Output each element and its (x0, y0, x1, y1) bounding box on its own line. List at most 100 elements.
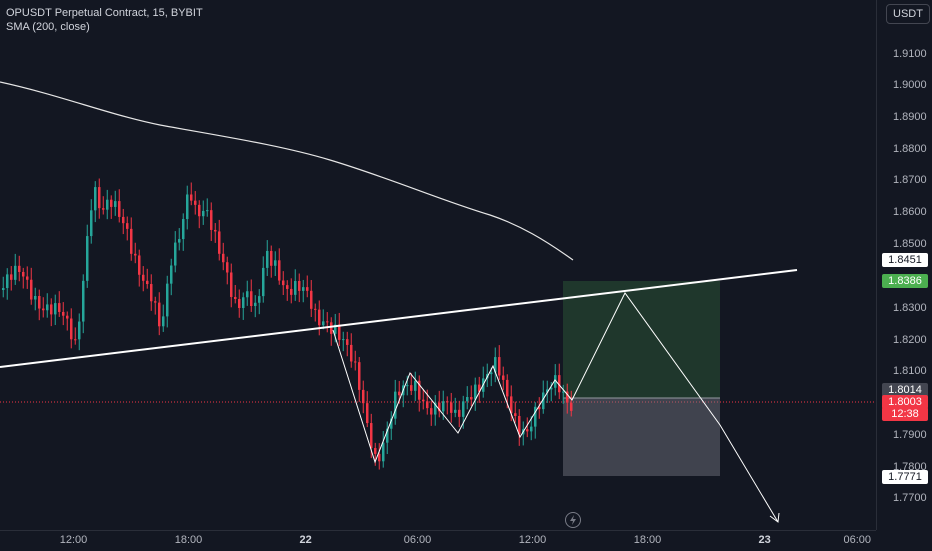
candle-body (322, 321, 325, 326)
chart-legend: OPUSDT Perpetual Contract, 15, BYBIT SMA… (6, 6, 203, 34)
candle-body (22, 271, 25, 277)
price-chart[interactable] (0, 0, 876, 530)
candle-body (538, 406, 541, 410)
candle-body (90, 210, 93, 237)
candle-body (154, 301, 157, 303)
candle-body (386, 428, 389, 443)
candle-body (298, 281, 301, 291)
candle-body (6, 274, 9, 289)
candle-body (426, 401, 429, 409)
target-price-tag: 1.8451 (882, 253, 928, 267)
candle-body (498, 357, 501, 376)
currency-button[interactable]: USDT (886, 4, 930, 24)
candle-body (514, 413, 517, 416)
candle-body (502, 375, 505, 380)
price-tick: 1.7700 (893, 492, 927, 504)
time-tick: 06:00 (403, 534, 432, 546)
candle-body (338, 324, 341, 340)
candle-body (550, 387, 553, 390)
candle-body (330, 322, 333, 334)
candle-body (142, 274, 145, 281)
take-profit-price-tag: 1.8386 (882, 274, 928, 288)
candle-body (554, 375, 557, 388)
bolt-icon[interactable] (565, 512, 581, 528)
candle-body (398, 391, 401, 396)
candle-body (66, 315, 69, 319)
candle-body (370, 423, 373, 449)
candle-body (350, 344, 353, 362)
time-tick: 18:00 (633, 534, 662, 546)
candle-body (570, 402, 573, 411)
sma-line (0, 81, 574, 261)
candle-body (206, 210, 209, 212)
candle-body (234, 296, 237, 299)
price-tick: 1.8200 (893, 334, 927, 346)
candle-body (270, 250, 273, 266)
time-tick: 18:00 (174, 534, 203, 546)
indicator-label[interactable]: SMA (200, close) (6, 21, 90, 33)
candle-body (454, 409, 457, 413)
candle-body (138, 255, 141, 275)
price-axis[interactable]: 1.9100 1.9000 1.8900 1.8800 1.8700 1.8600 1.85… (876, 0, 932, 530)
candle-body (122, 216, 125, 224)
candle-body (278, 260, 281, 281)
price-tick: 1.8700 (893, 174, 927, 186)
candlesticks (2, 178, 573, 470)
candle-body (406, 385, 409, 387)
candle-body (394, 391, 397, 419)
candle-body (214, 229, 217, 232)
candle-body (518, 415, 521, 435)
time-tick: 23 (758, 534, 771, 546)
candle-body (266, 250, 269, 268)
candle-body (274, 260, 277, 266)
pattern-path[interactable] (332, 292, 779, 523)
candle-body (506, 379, 509, 397)
candle-body (566, 391, 569, 403)
price-tick: 1.8300 (893, 302, 927, 314)
candle-body (250, 291, 253, 307)
candle-body (38, 295, 41, 309)
candle-body (218, 231, 221, 254)
price-tick: 1.8100 (893, 365, 927, 377)
chart-area[interactable]: OPUSDT Perpetual Contract, 15, BYBIT SMA… (0, 0, 876, 530)
candle-body (254, 302, 257, 307)
candle-body (106, 199, 109, 210)
candle-body (314, 308, 317, 310)
candle-body (242, 297, 245, 308)
candle-body (170, 265, 173, 284)
candle-body (62, 311, 65, 316)
loss-zone[interactable] (563, 398, 720, 476)
candle-body (146, 280, 149, 285)
candle-body (258, 296, 261, 303)
trendline[interactable] (0, 269, 798, 368)
candle-body (10, 274, 13, 280)
candle-body (194, 200, 197, 205)
price-tick: 1.7900 (893, 429, 927, 441)
candle-body (134, 253, 137, 256)
candle-body (302, 287, 305, 291)
time-axis[interactable]: 12:00 18:00 22 06:00 12:00 18:00 23 06:00 (0, 530, 876, 551)
candle-body (210, 210, 213, 230)
candle-body (478, 384, 481, 392)
candle-body (306, 287, 309, 291)
candle-body (470, 397, 473, 400)
candle-body (434, 402, 437, 415)
symbol-title[interactable]: OPUSDT Perpetual Contract, 15, BYBIT (6, 7, 203, 19)
price-tick: 1.8500 (893, 238, 927, 250)
candle-body (374, 448, 377, 454)
candle-body (186, 194, 189, 220)
candle-body (18, 265, 21, 272)
candle-body (546, 389, 549, 393)
candle-body (238, 298, 241, 308)
candle-body (182, 219, 185, 240)
candle-body (150, 284, 153, 302)
profit-zone[interactable] (563, 281, 720, 398)
price-tick: 1.8900 (893, 111, 927, 123)
candle-body (290, 288, 293, 295)
candle-body (354, 361, 357, 363)
candle-body (50, 304, 53, 315)
candle-body (222, 253, 225, 263)
candle-body (162, 316, 165, 327)
candle-body (42, 308, 45, 311)
candle-body (466, 397, 469, 402)
